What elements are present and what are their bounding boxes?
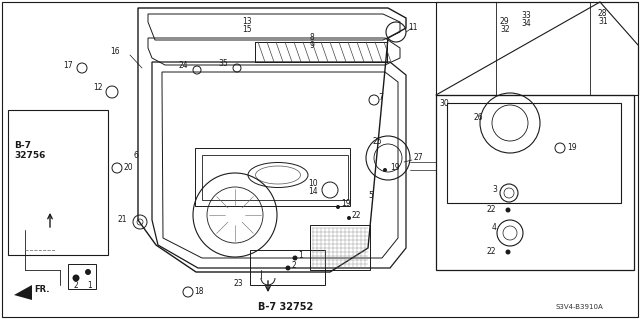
Text: FR.: FR.: [34, 286, 49, 294]
Text: 3: 3: [492, 186, 497, 195]
Text: 19: 19: [390, 164, 399, 173]
Text: 12: 12: [93, 84, 103, 93]
Text: 1: 1: [298, 250, 303, 259]
Text: 22: 22: [486, 205, 496, 214]
Polygon shape: [14, 285, 32, 300]
Text: 19: 19: [341, 199, 351, 209]
Text: 16: 16: [110, 48, 120, 56]
Text: 22: 22: [486, 248, 496, 256]
Text: 17: 17: [63, 61, 73, 70]
Text: B-7: B-7: [14, 140, 31, 150]
Circle shape: [383, 168, 387, 172]
Text: 8: 8: [310, 33, 315, 42]
Circle shape: [72, 275, 79, 281]
Text: 2: 2: [74, 280, 78, 290]
Bar: [195, 148, 350, 206]
Text: 32: 32: [500, 26, 509, 34]
Text: 27: 27: [414, 153, 424, 162]
Bar: [68, 264, 96, 289]
Text: 6: 6: [133, 151, 138, 160]
Bar: [447, 103, 621, 203]
Text: 7: 7: [378, 93, 383, 101]
Text: 20: 20: [124, 164, 134, 173]
Text: 34: 34: [521, 19, 531, 28]
Text: S3V4-B3910A: S3V4-B3910A: [556, 304, 604, 310]
Circle shape: [85, 269, 91, 275]
Text: 13: 13: [243, 18, 252, 26]
Text: 15: 15: [243, 26, 252, 34]
Text: 1: 1: [88, 280, 92, 290]
Text: 33: 33: [521, 11, 531, 19]
Text: 29: 29: [500, 18, 509, 26]
Text: 26: 26: [474, 114, 484, 122]
Text: 14: 14: [308, 188, 318, 197]
Text: 30: 30: [439, 99, 449, 108]
Text: 9: 9: [310, 41, 315, 50]
Circle shape: [506, 207, 511, 212]
Bar: [310, 225, 370, 270]
Bar: [250, 250, 325, 285]
Text: 10: 10: [308, 179, 318, 188]
Text: 21: 21: [118, 216, 127, 225]
Circle shape: [347, 216, 351, 220]
Circle shape: [292, 256, 298, 261]
Circle shape: [285, 265, 291, 271]
Text: 5: 5: [368, 191, 373, 201]
Text: 35: 35: [218, 58, 228, 68]
Text: 19: 19: [567, 144, 577, 152]
Bar: [436, 95, 634, 270]
Text: 24: 24: [179, 61, 188, 70]
Text: 22: 22: [352, 211, 362, 220]
Text: 2: 2: [291, 261, 296, 270]
Circle shape: [506, 249, 511, 255]
Text: 4: 4: [492, 224, 497, 233]
Text: 32756: 32756: [14, 151, 45, 160]
Text: B-7 32752: B-7 32752: [258, 302, 313, 312]
Text: 25: 25: [372, 137, 382, 146]
Circle shape: [336, 205, 340, 209]
Text: 28: 28: [598, 9, 607, 18]
Text: 31: 31: [598, 18, 607, 26]
Text: 18: 18: [194, 287, 204, 296]
Text: 11: 11: [408, 24, 417, 33]
Text: 23: 23: [233, 279, 243, 288]
Bar: [8, 110, 108, 255]
